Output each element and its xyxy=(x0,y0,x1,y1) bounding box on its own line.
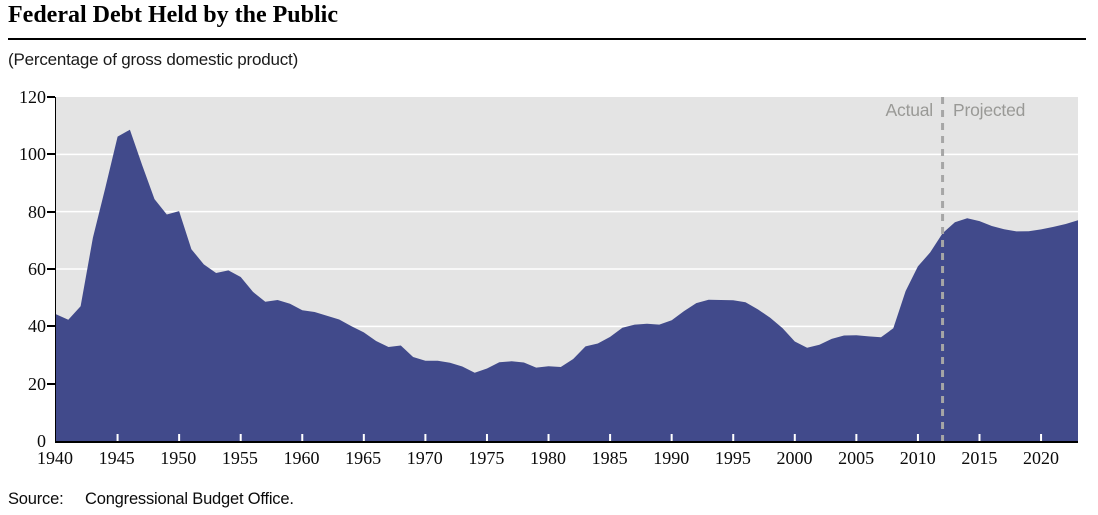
y-axis-tick xyxy=(47,210,55,213)
x-axis-label: 2005 xyxy=(838,448,875,468)
page-title: Federal Debt Held by the Public xyxy=(8,2,338,28)
actual-label: Actual xyxy=(885,100,934,120)
x-axis-label: 2020 xyxy=(1023,448,1060,468)
x-axis-label: 1990 xyxy=(653,448,690,468)
x-axis-label: 1970 xyxy=(406,448,443,468)
x-axis-label: 1995 xyxy=(714,448,751,468)
area-series xyxy=(56,129,1078,441)
y-axis-label: 20 xyxy=(28,373,46,394)
x-axis-label: 1975 xyxy=(468,448,505,468)
plot-area xyxy=(56,97,1078,441)
y-axis-label: 100 xyxy=(19,144,46,165)
x-axis-label: 2000 xyxy=(776,448,813,468)
source-note: Source: Congressional Budget Office. xyxy=(8,490,294,509)
y-axis-label: 40 xyxy=(28,316,46,337)
x-axis-label: 1980 xyxy=(530,448,566,468)
x-axis-label: 1960 xyxy=(283,448,320,468)
x-axis-label: 1985 xyxy=(591,448,628,468)
y-axis-tick xyxy=(47,268,55,270)
x-axis-label: 1945 xyxy=(98,448,135,468)
y-axis-label: 0 xyxy=(37,431,46,451)
y-axis-label: 60 xyxy=(28,259,46,279)
x-axis-label: 1955 xyxy=(221,448,258,468)
x-axis-label: 1940 xyxy=(37,448,73,468)
y-axis-label: 120 xyxy=(19,87,46,107)
y-axis-tick xyxy=(47,325,55,328)
debt-area-chart xyxy=(56,97,1078,441)
title-divider-rule xyxy=(8,38,1086,40)
chart-subtitle: (Percentage of gross domestic product) xyxy=(8,50,299,69)
y-axis-label: 80 xyxy=(28,201,46,222)
x-axis-line xyxy=(55,441,1078,443)
y-axis-tick xyxy=(47,153,55,156)
x-axis-label: 1950 xyxy=(160,448,197,468)
x-axis-label: 2015 xyxy=(961,448,998,468)
y-axis-tick xyxy=(47,382,55,385)
source-label: Source: xyxy=(8,490,64,508)
y-axis-tick xyxy=(47,96,55,98)
projected-label: Projected xyxy=(953,100,1026,120)
x-axis-label: 1965 xyxy=(345,448,382,468)
x-axis-label: 2010 xyxy=(899,448,936,468)
source-text: Congressional Budget Office. xyxy=(85,490,294,508)
y-axis-line xyxy=(55,97,56,443)
